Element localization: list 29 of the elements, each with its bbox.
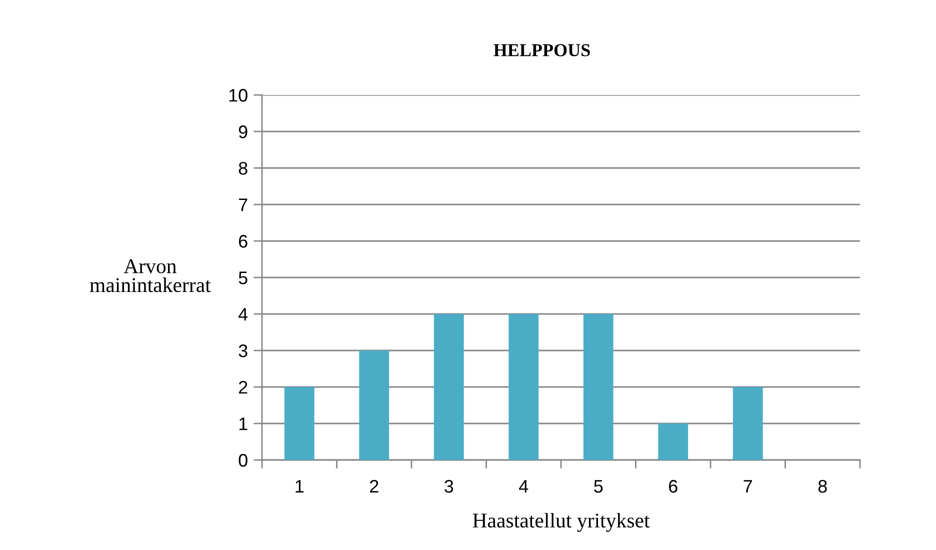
y-tick-label: 8 bbox=[238, 162, 248, 175]
x-tick-label: 5 bbox=[594, 480, 603, 493]
x-tick-label: 4 bbox=[519, 480, 528, 493]
bar bbox=[658, 424, 688, 460]
y-axis-title: Arvon mainintakerrat bbox=[90, 259, 211, 292]
x-tick-label: 6 bbox=[669, 480, 678, 493]
x-tick-label: 1 bbox=[296, 480, 304, 493]
y-tick-label: 3 bbox=[238, 344, 248, 358]
x-tick-label: 8 bbox=[818, 480, 827, 493]
x-tick-label: 7 bbox=[744, 480, 752, 493]
y-tick-label: 4 bbox=[238, 308, 248, 321]
bar bbox=[284, 387, 314, 460]
bar bbox=[434, 314, 464, 460]
y-tick-label: 2 bbox=[238, 380, 248, 394]
y-tick-label: 0 bbox=[238, 454, 248, 467]
bar bbox=[359, 350, 390, 460]
x-tick-label: 3 bbox=[444, 480, 454, 493]
bar bbox=[732, 387, 763, 460]
chart-title: HELPPOUS bbox=[494, 44, 590, 56]
y-tick-label: 10 bbox=[229, 88, 248, 102]
x-axis-title: Haastatellut yritykset bbox=[472, 512, 650, 532]
x-tick-label: 2 bbox=[370, 480, 378, 493]
bar bbox=[508, 314, 539, 460]
y-tick-label: 5 bbox=[238, 272, 248, 284]
bar bbox=[583, 314, 614, 460]
y-tick-label: 6 bbox=[238, 234, 248, 248]
y-tick-label: 9 bbox=[238, 125, 248, 138]
y-tick-label: 1 bbox=[239, 418, 248, 430]
y-tick-label: 7 bbox=[238, 198, 248, 212]
